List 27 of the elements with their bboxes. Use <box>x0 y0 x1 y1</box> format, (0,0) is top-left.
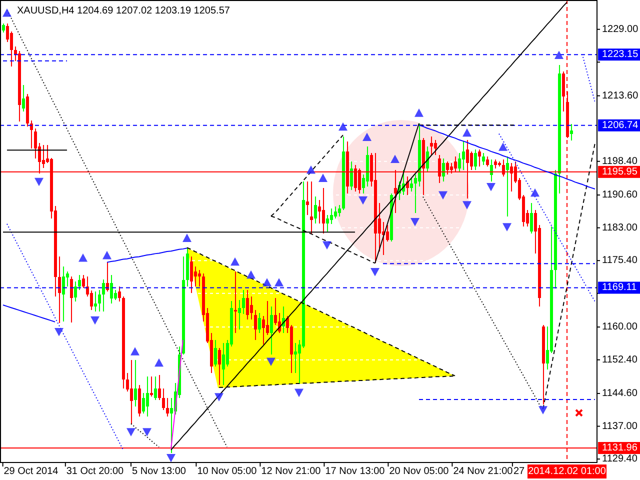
y-tick-label: 1183.00 <box>602 222 638 234</box>
x-tick-label: 10 Nov 05:00 <box>197 466 258 477</box>
y-tick-label: 1137.00 <box>602 420 638 432</box>
y-tick-label: 1229.00 <box>602 24 639 35</box>
ref-line-label: 1195.95 <box>602 166 638 178</box>
y-tick-label: 1129.40 <box>602 454 638 465</box>
x-tick-label: 17 Nov 13:00 <box>325 466 386 477</box>
ref-line-label: 1223.15 <box>602 49 639 60</box>
y-tick-label: 1152.40 <box>602 354 638 366</box>
y-tick-label: 1190.60 <box>602 190 638 201</box>
ref-line-label: 1169.11 <box>602 282 638 294</box>
x-tick-label: 29 Oct 2014 <box>4 466 59 477</box>
x-tick-label: 24 Nov 21:00 <box>453 466 514 477</box>
x-tick-label: 12 Nov 21:00 <box>261 466 322 477</box>
ref-line-label: 1206.74 <box>602 120 639 131</box>
y-tick-label: 1160.00 <box>602 322 638 333</box>
y-tick-label: 1213.60 <box>602 90 639 102</box>
y-tick-label: 1198.40 <box>602 156 638 167</box>
x-tick-label: 2014.12.02 01:00 <box>528 466 606 477</box>
text: XAUUSD,H4 1204.69 1207.02 1203.19 1205.57 <box>17 6 230 16</box>
y-tick-label: 1175.40 <box>602 255 638 266</box>
x-tick-label: 27 <box>513 466 525 477</box>
x-tick-label: 20 Nov 05:00 <box>389 466 450 477</box>
y-tick-label: 1144.60 <box>602 388 638 399</box>
ref-line-label: 1131.96 <box>602 442 638 454</box>
x-tick-label: 31 Oct 20:00 <box>66 466 124 477</box>
x-tick-label: 5 Nov 13:00 <box>132 466 186 477</box>
